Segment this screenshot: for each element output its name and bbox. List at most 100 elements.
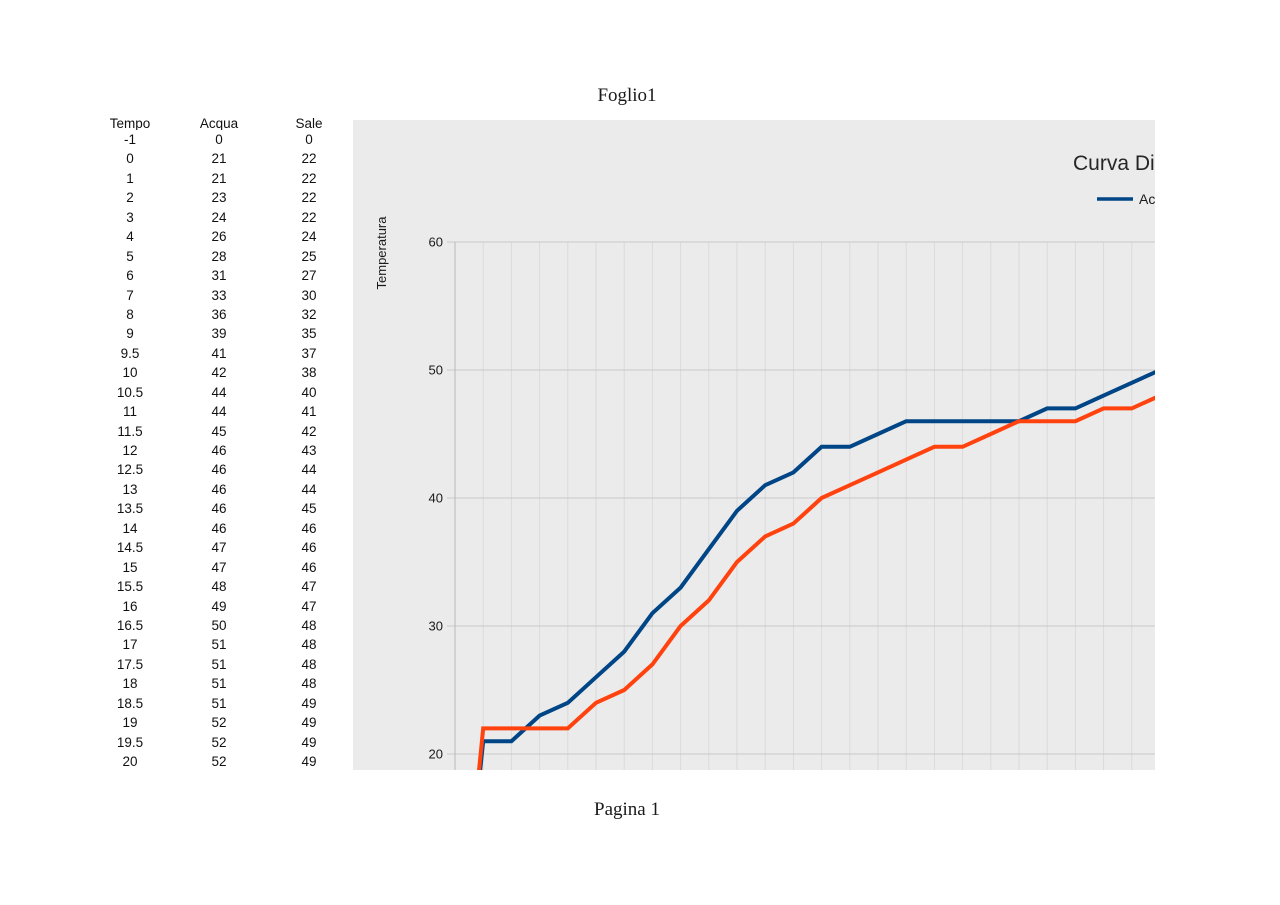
- y-axis-tick-label: 40: [429, 491, 443, 506]
- cell-tempo: -1: [123, 132, 136, 147]
- table-row: 2 23 22: [85, 188, 355, 207]
- cell-acqua: 47: [211, 540, 227, 556]
- cell-tempo: 19: [122, 715, 138, 731]
- y-axis-tick-label: 60: [429, 235, 443, 250]
- cell-tempo: 2: [126, 190, 134, 206]
- cell-sale: 41: [301, 404, 317, 420]
- cell-sale: 40: [301, 384, 317, 400]
- cell-tempo: 17: [122, 637, 138, 653]
- cell-sale: 44: [301, 462, 317, 478]
- cell-sale: 49: [301, 715, 317, 731]
- table-row: 13.5 46 45: [85, 499, 355, 518]
- cell-sale: 25: [301, 248, 317, 264]
- cell-sale: 27: [301, 268, 317, 284]
- cell-acqua: 47: [211, 559, 227, 575]
- cell-tempo: 14.5: [116, 540, 144, 556]
- cell-tempo: 13.5: [116, 501, 144, 517]
- cell-acqua: 31: [211, 268, 227, 284]
- table-row: 14 46 46: [85, 519, 355, 538]
- table-row: 16.5 50 48: [85, 616, 355, 635]
- table-row: 5 28 25: [85, 247, 355, 266]
- cell-sale: 38: [301, 365, 317, 381]
- cell-sale: 49: [301, 734, 317, 750]
- cell-acqua: 46: [211, 501, 227, 517]
- table-row: 7 33 30: [85, 286, 355, 305]
- cell-acqua: 52: [211, 715, 227, 731]
- legend-label-acqua: Acqua: [1139, 191, 1155, 207]
- cell-sale: 37: [301, 345, 317, 361]
- cell-sale: 22: [301, 190, 317, 206]
- table-row: 3 24 22: [85, 208, 355, 227]
- cell-tempo: 11: [122, 404, 137, 420]
- cell-sale: 24: [301, 229, 317, 245]
- cell-sale: 42: [301, 423, 317, 439]
- cell-tempo: 8: [126, 306, 134, 322]
- cell-sale: 30: [301, 287, 317, 303]
- cell-acqua: 23: [211, 190, 227, 206]
- table-row: 17 51 48: [85, 635, 355, 654]
- cell-tempo: 11.5: [117, 423, 143, 439]
- table-row: 19 52 49: [85, 713, 355, 732]
- cell-sale: 32: [301, 306, 317, 322]
- table-row: 15.5 48 47: [85, 577, 355, 596]
- cell-tempo: 4: [126, 229, 134, 245]
- table-row: -1 0 0: [85, 130, 355, 149]
- cell-tempo: 12.5: [116, 462, 144, 478]
- cell-sale: 49: [301, 754, 317, 769]
- cell-acqua: 24: [211, 209, 227, 225]
- table-row: 6 31 27: [85, 266, 355, 285]
- cell-tempo: 9: [126, 326, 134, 342]
- cell-sale: 48: [301, 676, 317, 692]
- cell-acqua: 52: [211, 754, 227, 769]
- cell-tempo: 6: [126, 268, 134, 284]
- cell-sale: 48: [301, 617, 317, 633]
- cell-tempo: 12: [122, 443, 138, 458]
- cell-acqua: 36: [211, 306, 227, 322]
- table-row: 18.5 51 49: [85, 694, 355, 713]
- cell-tempo: 5: [126, 248, 134, 264]
- cell-tempo: 7: [126, 287, 134, 303]
- cell-tempo: 18.5: [116, 695, 144, 711]
- temperature-chart-canvas: 20 30 40 50 60 Temperatura Curva Di Acqua: [374, 152, 1155, 770]
- column-header-sale: Sale: [295, 117, 323, 130]
- chart-title: Curva Di: [1073, 152, 1155, 175]
- table-row: 10.5 44 40: [85, 383, 355, 402]
- y-axis-tick-label: 50: [429, 363, 443, 378]
- cell-acqua: 51: [211, 656, 227, 672]
- cell-sale: 43: [301, 443, 317, 458]
- series-acqua-line: [478, 370, 1155, 770]
- column-header-acqua: Acqua: [199, 117, 239, 130]
- cell-acqua: 39: [211, 326, 227, 342]
- table-row: 8 36 32: [85, 305, 355, 324]
- table-row: 10 42 38: [85, 363, 355, 382]
- cell-sale: 46: [301, 520, 317, 536]
- cell-sale: 22: [301, 170, 317, 186]
- cell-tempo: 10.5: [116, 384, 144, 400]
- table-row: 13 46 44: [85, 480, 355, 499]
- table-row: 0 21 22: [85, 149, 355, 168]
- cell-acqua: 50: [211, 617, 227, 633]
- cell-tempo: 15.5: [116, 579, 144, 595]
- table-header-row: Tempo Acqua Sale: [85, 117, 355, 130]
- column-header-tempo: Tempo: [109, 117, 151, 130]
- cell-tempo: 14: [122, 520, 138, 536]
- cell-acqua: 49: [211, 598, 227, 614]
- table-row: 19.5 52 49: [85, 733, 355, 752]
- table-row: 18 51 48: [85, 674, 355, 693]
- cell-sale: 47: [301, 598, 317, 614]
- cell-tempo: 0: [126, 151, 134, 167]
- cell-acqua: 51: [211, 637, 227, 653]
- cell-sale: 49: [301, 695, 317, 711]
- table-row: 12.5 46 44: [85, 460, 355, 479]
- sheet-title: Foglio1: [597, 85, 657, 106]
- cell-sale: 46: [301, 540, 317, 556]
- cell-acqua: 44: [211, 404, 227, 420]
- page-footer: Pagina 1: [594, 799, 660, 820]
- table-row: 1 21 22: [85, 169, 355, 188]
- cell-acqua: 0: [215, 132, 223, 147]
- cell-sale: 47: [301, 579, 317, 595]
- cell-acqua: 41: [211, 345, 227, 361]
- table-row: 4 26 24: [85, 227, 355, 246]
- table-row: 20 52 49: [85, 752, 355, 771]
